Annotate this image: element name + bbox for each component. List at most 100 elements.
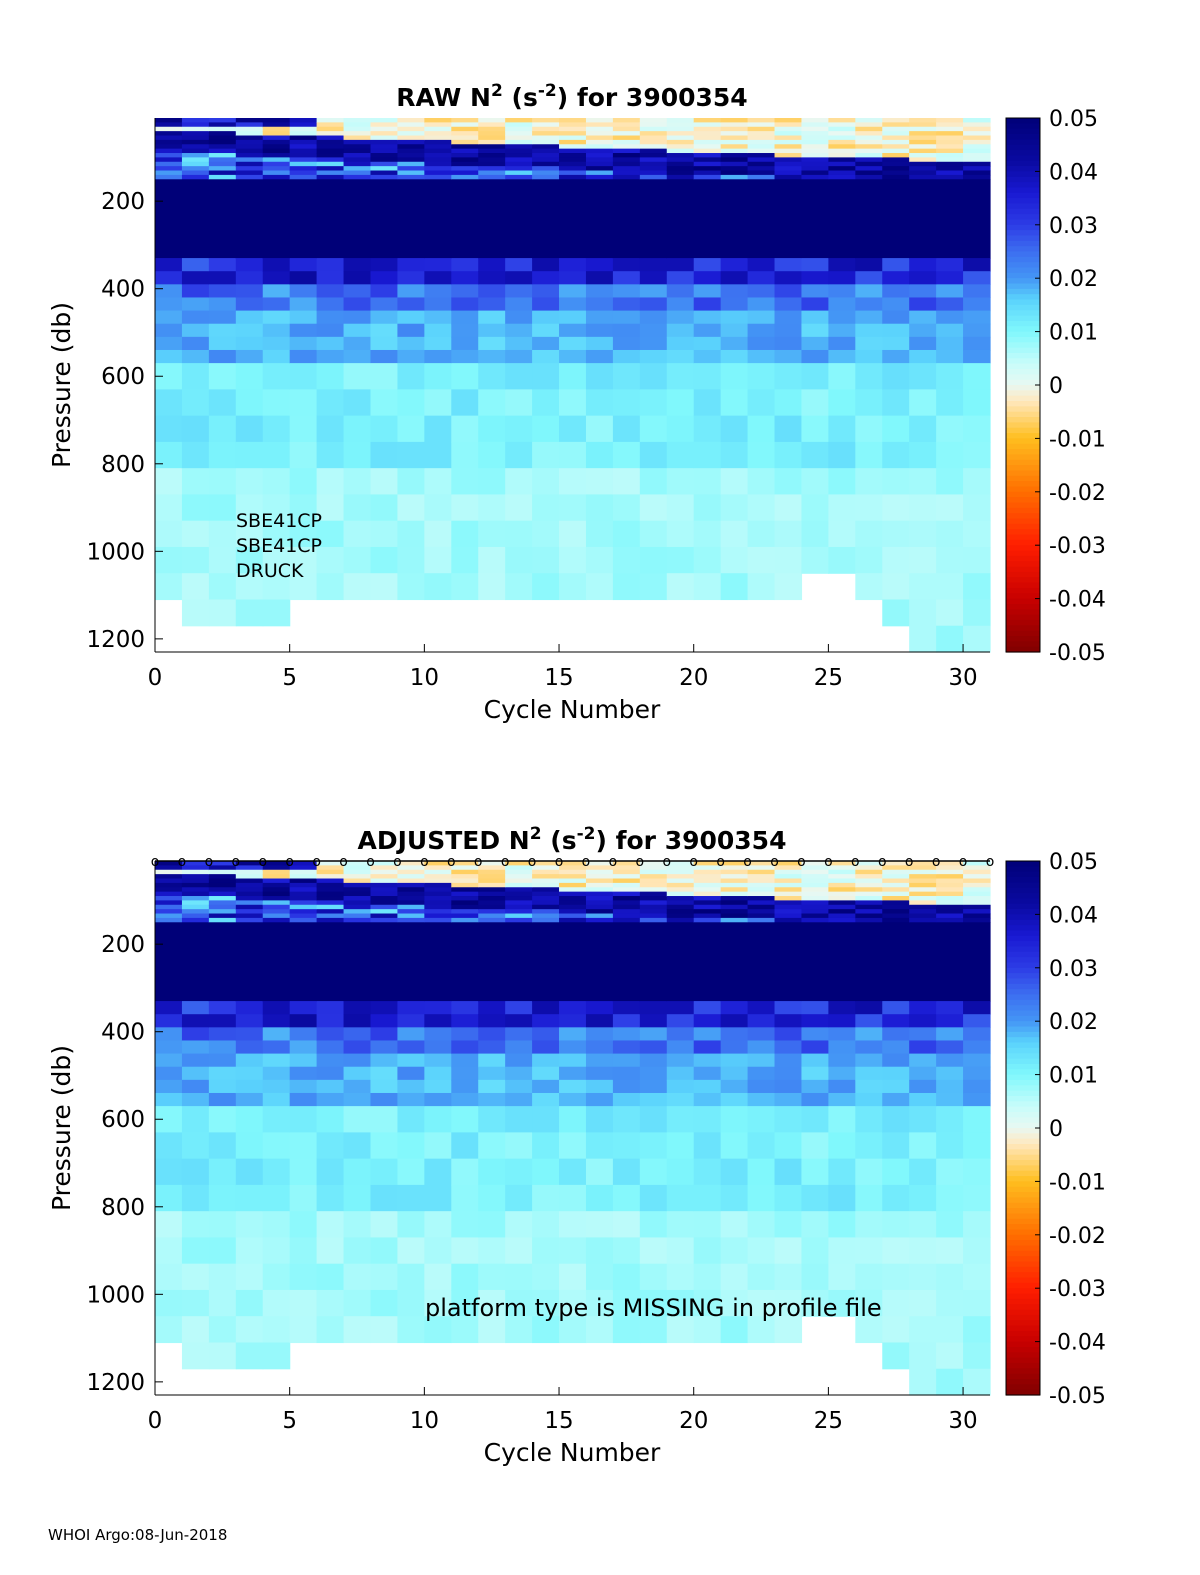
heatmap-cell (181, 900, 210, 906)
heatmap-cell (343, 1001, 372, 1015)
heatmap-cell (343, 161, 372, 167)
heatmap-cell (505, 1014, 533, 1028)
heatmap-cell (801, 118, 829, 123)
heatmap-cell (343, 468, 372, 496)
heatmap-cell (720, 887, 749, 893)
heatmap-cell (532, 135, 560, 141)
heatmap-cell (585, 1014, 614, 1028)
heatmap-cell (370, 909, 399, 915)
heatmap-cell (424, 148, 452, 154)
heatmap-cell (397, 546, 425, 574)
heatmap-cell (424, 1014, 452, 1028)
heatmap-cell (612, 258, 641, 272)
heatmap-cell (693, 389, 722, 417)
heatmap-cell (155, 909, 183, 915)
heatmap-cell (774, 153, 803, 158)
heatmap-cell (747, 441, 776, 469)
heatmap-cell (316, 1053, 345, 1068)
heatmap-cell (639, 441, 668, 469)
heatmap-cell (397, 861, 425, 866)
profile-marker: o (555, 854, 564, 870)
heatmap-cell (397, 441, 425, 469)
heatmap-cell (559, 887, 587, 893)
heatmap-cell (666, 869, 695, 875)
colorbar-segment (1006, 983, 1040, 990)
heatmap-cell (559, 415, 587, 443)
heatmap-cell (801, 148, 829, 154)
heatmap-cell (451, 441, 479, 469)
heatmap-cell (774, 1158, 803, 1186)
colorbar-segment (1006, 518, 1040, 525)
heatmap-cell (666, 144, 695, 150)
heatmap-cell (343, 1132, 372, 1160)
heatmap-cell (235, 494, 264, 522)
heatmap-cell (262, 1001, 291, 1015)
colorbar-tick-label: 0 (1049, 374, 1063, 399)
heatmap-cell (585, 909, 614, 915)
heatmap-cell (936, 135, 964, 141)
heatmap-cell (370, 869, 399, 875)
heatmap-cell (559, 1211, 587, 1239)
heatmap-cell (343, 904, 372, 910)
heatmap-cell (747, 1106, 776, 1133)
x-tick-label: 15 (544, 665, 573, 691)
heatmap-cell (882, 1211, 910, 1239)
heatmap-cell (828, 284, 856, 299)
heatmap-cell (208, 363, 237, 390)
heatmap-cell (370, 874, 399, 880)
heatmap-cell (235, 284, 264, 299)
heatmap-cell (693, 922, 722, 1002)
colorbar-segment (1006, 1021, 1040, 1028)
colorbar-segment (1006, 893, 1040, 899)
heatmap-cell (532, 520, 560, 548)
heatmap-cell (882, 349, 910, 364)
colorbar-segment (1006, 539, 1040, 546)
heatmap-cell (155, 336, 183, 351)
heatmap-cell (855, 1263, 883, 1291)
heatmap-cell (666, 1053, 695, 1068)
heatmap-cell (505, 909, 533, 915)
heatmap-cell (289, 389, 318, 417)
heatmap-cell (424, 887, 452, 893)
heatmap-cell (370, 157, 399, 163)
heatmap-cell (693, 310, 722, 325)
heatmap-cell (532, 494, 560, 522)
heatmap-cell (909, 1053, 937, 1068)
heatmap-cell (343, 546, 372, 574)
heatmap-cell (155, 179, 183, 259)
heatmap-cell (936, 909, 964, 915)
heatmap-cell (478, 174, 506, 180)
heatmap-cell (666, 1211, 695, 1239)
heatmap-cell (155, 1211, 183, 1239)
heatmap-cell (559, 913, 587, 919)
heatmap-cell (478, 520, 506, 548)
heatmap-cell (693, 573, 722, 601)
colorbar-segment (1006, 118, 1040, 124)
heatmap-cell (532, 157, 560, 163)
heatmap-cell (397, 1092, 425, 1107)
heatmap-cell (532, 468, 560, 496)
heatmap-cell (262, 546, 291, 574)
heatmap-cell (666, 135, 695, 141)
colorbar-segment (1006, 1133, 1040, 1140)
profile-marker: o (393, 854, 402, 870)
colorbar-segment (1006, 352, 1040, 359)
heatmap-cell (262, 494, 291, 522)
heatmap-cell (882, 896, 910, 901)
heatmap-cell (532, 1092, 560, 1107)
heatmap-cell (693, 494, 722, 522)
heatmap-cell (478, 258, 506, 272)
heatmap-cell (370, 258, 399, 272)
heatmap-cell (451, 157, 479, 163)
heatmap-cell (289, 909, 318, 915)
heatmap-cell (343, 310, 372, 325)
heatmap-cell (208, 878, 237, 884)
heatmap-cell (963, 389, 991, 417)
heatmap-cell (316, 284, 345, 299)
colorbar-segment (1006, 267, 1040, 274)
heatmap-cell (289, 1001, 318, 1015)
colorbar-segment (1006, 1170, 1040, 1177)
heatmap-cell (963, 878, 991, 884)
heatmap-cell (855, 896, 883, 901)
heatmap-cell (612, 415, 641, 443)
